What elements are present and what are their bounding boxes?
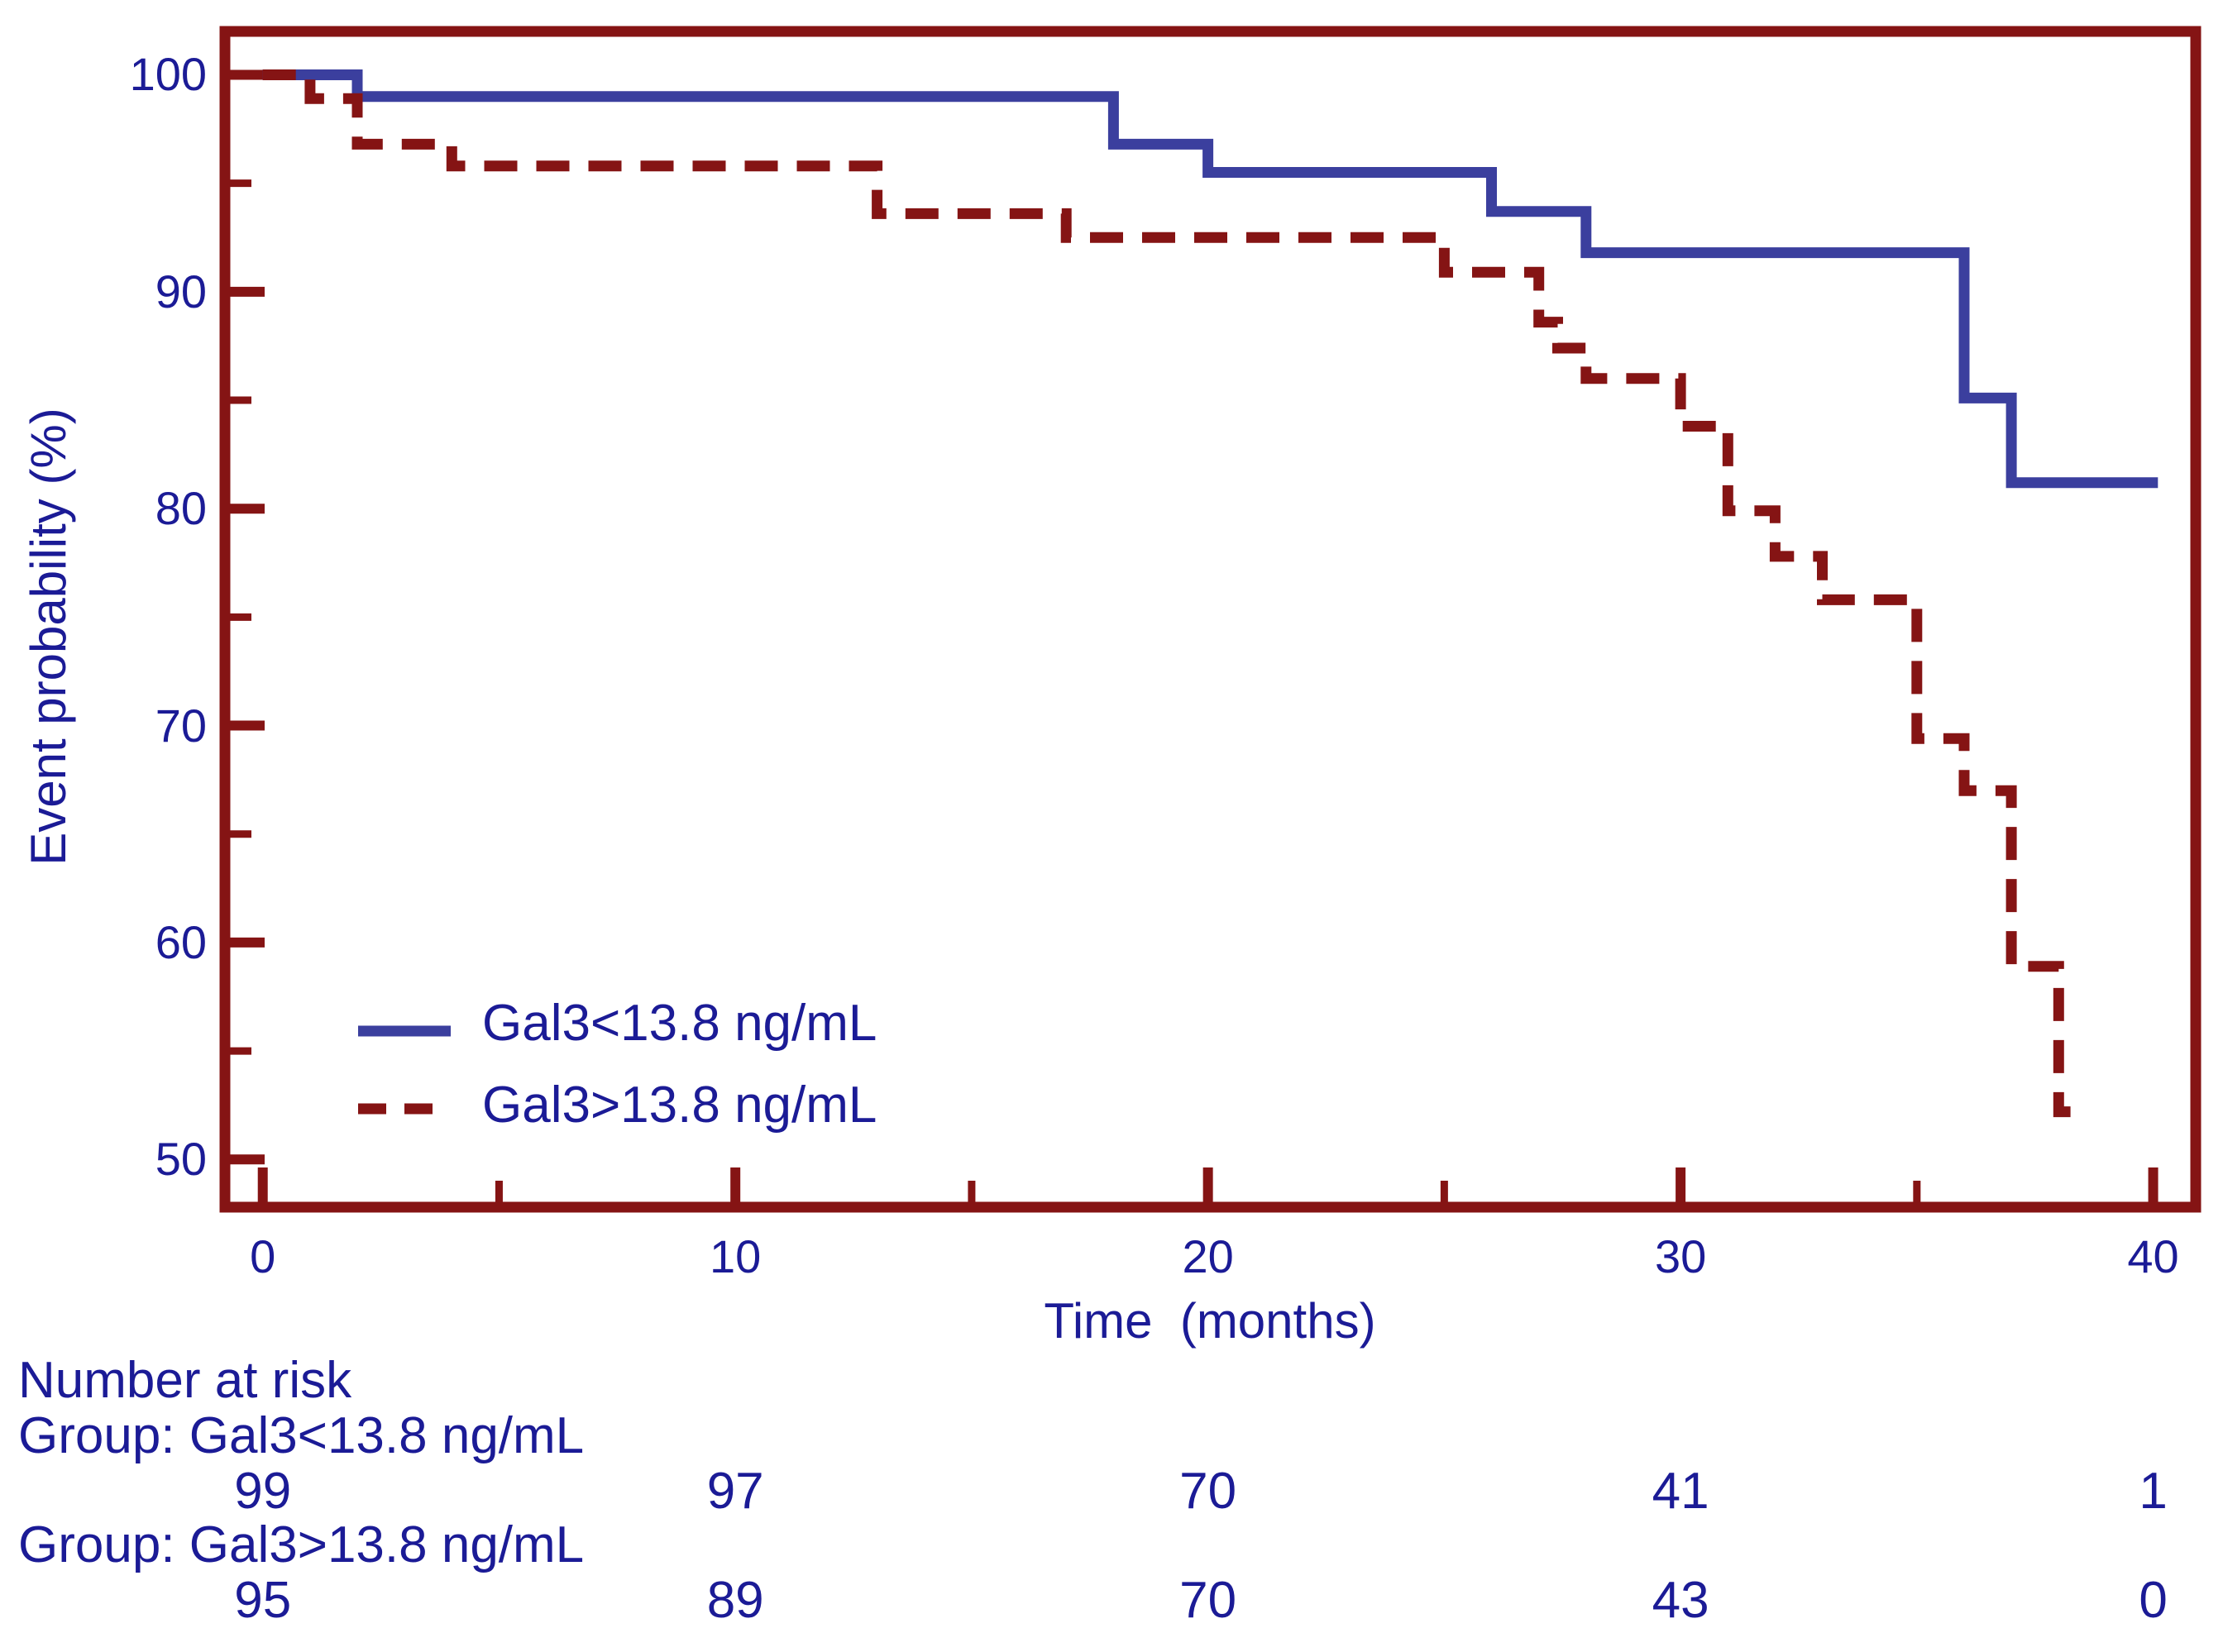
x-tick-label-10: 10 <box>710 1230 762 1282</box>
x-tick-label-0: 0 <box>250 1230 276 1282</box>
plot-frame <box>219 26 2201 1213</box>
risk-value-group2-t20: 70 <box>1179 1572 1237 1629</box>
risk-value-group1-t30: 41 <box>1652 1463 1709 1520</box>
y-tick-label-60: 60 <box>155 915 207 968</box>
risk-group1-label: Group: Gal3<13.8 ng/mL <box>18 1407 585 1464</box>
risk-value-group1-t0: 99 <box>234 1463 292 1520</box>
risk-value-group2-t40: 0 <box>2139 1572 2168 1629</box>
x-tick-label-40: 40 <box>2127 1230 2179 1282</box>
risk-group2-label: Group: Gal3>13.8 ng/mL <box>18 1516 585 1573</box>
risk-value-group1-t40: 1 <box>2139 1463 2168 1520</box>
km-curve-group2 <box>262 69 2071 1118</box>
y-tick-label-90: 90 <box>155 265 207 318</box>
y-tick-label-80: 80 <box>155 482 207 535</box>
y-tick-label-100: 100 <box>129 48 207 101</box>
risk-table-title: Number at risk <box>18 1352 352 1409</box>
risk-value-group2-t30: 43 <box>1652 1572 1709 1629</box>
risk-value-group1-t10: 97 <box>706 1463 764 1520</box>
km-curve-group1 <box>262 69 2158 489</box>
risk-value-group2-t0: 95 <box>234 1572 292 1629</box>
y-tick-label-70: 70 <box>155 699 207 752</box>
x-axis-title: Time (months) <box>1044 1293 1376 1349</box>
y-tick-label-50: 50 <box>155 1133 207 1186</box>
y-axis-title: Event probability (%) <box>21 408 76 866</box>
x-tick-label-20: 20 <box>1182 1230 1234 1282</box>
x-tick-label-30: 30 <box>1654 1230 1707 1282</box>
legend-label-group2: Gal3>13.8 ng/mL <box>482 1077 877 1134</box>
risk-value-group1-t20: 70 <box>1179 1463 1237 1520</box>
risk-value-group2-t10: 89 <box>706 1572 764 1629</box>
legend-label-group1: Gal3<13.8 ng/mL <box>482 995 877 1052</box>
